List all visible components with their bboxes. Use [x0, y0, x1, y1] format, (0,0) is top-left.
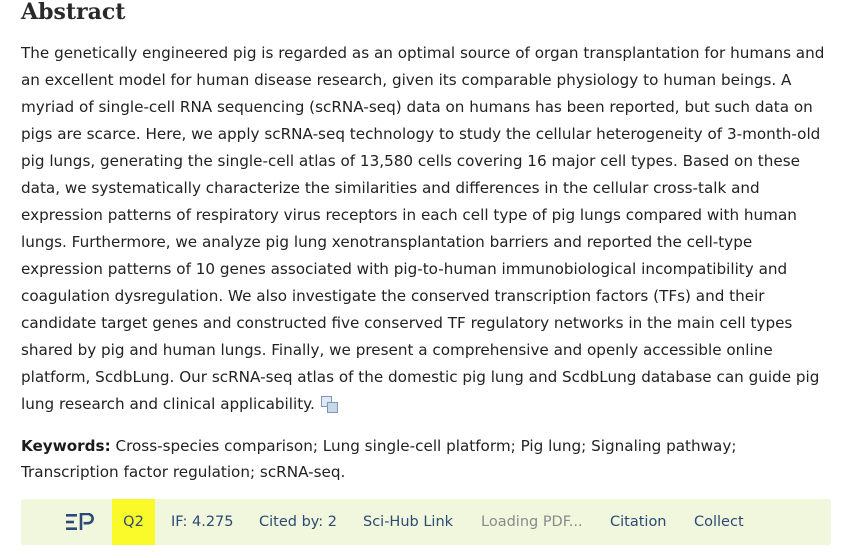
- ep-logo-icon[interactable]: [66, 513, 94, 531]
- impact-factor[interactable]: IF: 4.275: [171, 514, 234, 530]
- keywords-label: Keywords:: [21, 437, 111, 455]
- keywords-text: Cross-species comparison; Lung single-ce…: [21, 437, 737, 481]
- quartile-badge[interactable]: Q2: [112, 499, 155, 545]
- citation-link[interactable]: Citation: [610, 514, 667, 530]
- abstract-text: The genetically engineered pig is regard…: [21, 40, 833, 418]
- translate-icon[interactable]: [320, 396, 338, 413]
- collect-link[interactable]: Collect: [694, 514, 744, 530]
- abstract-heading: Abstract: [21, 0, 126, 25]
- cited-by-link[interactable]: Cited by: 2: [259, 514, 338, 530]
- article-toolbar: Q2 IF: 4.275 Cited by: 2 Sci-Hub Link Lo…: [21, 499, 831, 545]
- scihub-link[interactable]: Sci-Hub Link: [363, 514, 454, 530]
- loading-pdf-link[interactable]: Loading PDF...: [481, 514, 583, 530]
- abstract-body-text: The genetically engineered pig is regard…: [21, 44, 825, 413]
- keywords-section: Keywords: Cross-species comparison; Lung…: [21, 433, 833, 485]
